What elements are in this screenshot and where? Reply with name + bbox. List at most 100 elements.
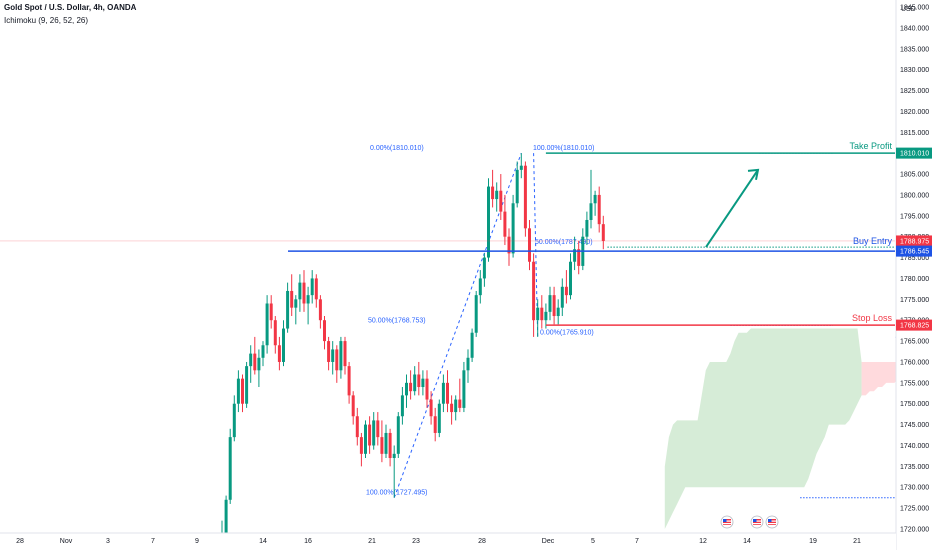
candle <box>511 194 515 258</box>
candle <box>564 270 568 304</box>
stop-loss-price-tag: 1768.825 <box>900 323 929 330</box>
candle-body <box>511 203 515 254</box>
candle <box>339 336 343 379</box>
buy-entry-price-tag-bg <box>896 245 932 257</box>
candle <box>236 370 240 413</box>
candle <box>560 278 564 317</box>
candle <box>532 253 536 337</box>
candle <box>441 374 445 413</box>
fib-label: 100.00%(1727.495) <box>366 490 428 497</box>
us-flag-icon[interactable] <box>750 515 764 529</box>
candle <box>552 286 556 325</box>
candle <box>282 320 285 367</box>
candle-body <box>564 286 568 296</box>
candle-body <box>273 320 277 346</box>
candle-body <box>536 307 540 321</box>
time-tick-label: 12 <box>699 538 707 545</box>
candle-body <box>261 345 265 358</box>
candle <box>372 412 376 450</box>
flag-stripe <box>723 520 731 522</box>
candle-body <box>294 299 298 308</box>
price-tick-label: 1825.000 <box>900 88 929 95</box>
candle-body <box>548 295 552 312</box>
chart-symbol-title: Gold Spot / U.S. Dollar, 4h, OANDA <box>4 3 137 12</box>
time-tick-label: 14 <box>743 538 751 545</box>
candle <box>265 295 269 354</box>
candle <box>577 240 581 275</box>
trade-levels: Take Profit Buy Entry Stop Loss <box>0 141 895 326</box>
candle <box>499 174 503 220</box>
price-axis: USD 1720.000 1725.000 1730.000 1735.000 1740.… <box>895 0 932 550</box>
candle <box>388 428 392 467</box>
candle-body <box>224 499 228 534</box>
candle-body <box>601 224 605 241</box>
candle <box>601 215 605 250</box>
candlesticks <box>220 153 605 542</box>
candle-body <box>593 194 597 204</box>
candle-body <box>421 378 425 388</box>
candle <box>380 420 384 463</box>
candle <box>253 336 257 375</box>
candle-body <box>318 299 322 321</box>
us-flag-icon[interactable] <box>765 515 779 529</box>
candle-body <box>577 249 581 266</box>
indicator-legend[interactable]: Ichimoku (9, 26, 52, 26) <box>4 16 89 25</box>
candle-body <box>540 307 544 321</box>
candle-body <box>351 395 355 417</box>
candle <box>585 211 589 246</box>
candle-body <box>343 341 347 367</box>
candle-body <box>560 286 564 308</box>
candle <box>556 299 560 325</box>
price-tick-label: 1750.000 <box>900 401 929 408</box>
time-tick-label: 23 <box>412 538 420 545</box>
flag-stripe <box>753 523 761 525</box>
candle-body <box>405 382 408 396</box>
current-price-tag: 1788.975 <box>900 238 929 245</box>
candle <box>454 395 458 421</box>
candle <box>331 341 335 375</box>
economic-events <box>720 515 779 529</box>
time-tick-label: 21 <box>853 538 861 545</box>
candle-body <box>310 278 314 296</box>
candle-body <box>503 211 507 237</box>
time-tick-label: 19 <box>809 538 817 545</box>
candle-body <box>482 257 486 279</box>
candle <box>515 161 519 208</box>
candle <box>507 228 511 266</box>
candle-body <box>491 186 495 200</box>
candle-body <box>409 382 413 392</box>
candle <box>261 341 265 367</box>
candle <box>405 374 408 408</box>
candle <box>495 182 499 212</box>
candle-body <box>458 399 462 408</box>
candle <box>347 361 351 404</box>
price-tick-label: 1785.000 <box>900 255 929 262</box>
fib-label: 100.00%(1810.010) <box>533 145 595 152</box>
candle-body <box>470 332 474 358</box>
candle-body <box>429 399 433 417</box>
candle <box>327 336 331 371</box>
candle-body <box>519 165 523 170</box>
candle <box>384 424 388 459</box>
price-tick-label: 1720.000 <box>900 527 929 534</box>
candle-body <box>335 349 339 371</box>
candle <box>400 387 404 425</box>
flag-canton <box>753 519 757 522</box>
candle <box>536 299 540 337</box>
candle-body <box>380 437 384 454</box>
flag-stripes <box>723 519 731 525</box>
time-tick-label: 7 <box>151 538 155 545</box>
candle-body <box>474 295 478 333</box>
fib-trend-line <box>533 153 539 338</box>
candle-body <box>556 307 560 317</box>
candle-body <box>466 357 470 371</box>
candle-body <box>269 303 273 321</box>
us-flag-icon[interactable] <box>720 515 734 529</box>
candle-body <box>388 432 392 459</box>
candle <box>450 395 454 425</box>
time-tick-label: 28 <box>16 538 24 545</box>
buy-entry-price-tag: 1786.545 <box>900 249 929 256</box>
candle <box>581 228 585 271</box>
candle <box>359 432 363 467</box>
